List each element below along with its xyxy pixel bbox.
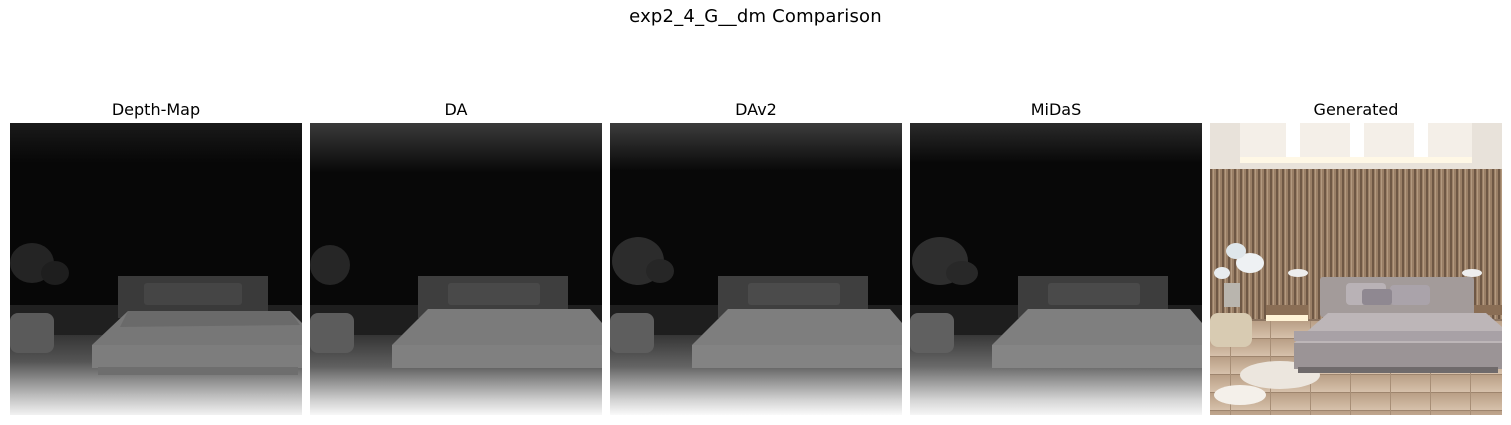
generated-image xyxy=(1210,123,1502,415)
panel-title-generated: Generated xyxy=(1313,100,1399,119)
panel-title-depth-map: Depth-Map xyxy=(111,100,201,119)
panel-generated: Generated xyxy=(1210,98,1502,416)
depth-map-image xyxy=(10,123,302,415)
figure-title: exp2_4_G__dm Comparison xyxy=(629,6,882,27)
midas-image xyxy=(910,123,1202,415)
panel-title-da: DA xyxy=(444,100,468,119)
panel-title-midas: MiDaS xyxy=(1030,100,1082,119)
panel-depth-map: Depth-Map xyxy=(10,98,302,416)
panel-title-dav2: DAv2 xyxy=(735,100,777,119)
panel-midas: MiDaS xyxy=(910,98,1202,416)
da-image xyxy=(310,123,602,415)
panel-da: DA xyxy=(310,98,602,416)
panel-dav2: DAv2 xyxy=(610,98,902,416)
dav2-image xyxy=(610,123,902,415)
